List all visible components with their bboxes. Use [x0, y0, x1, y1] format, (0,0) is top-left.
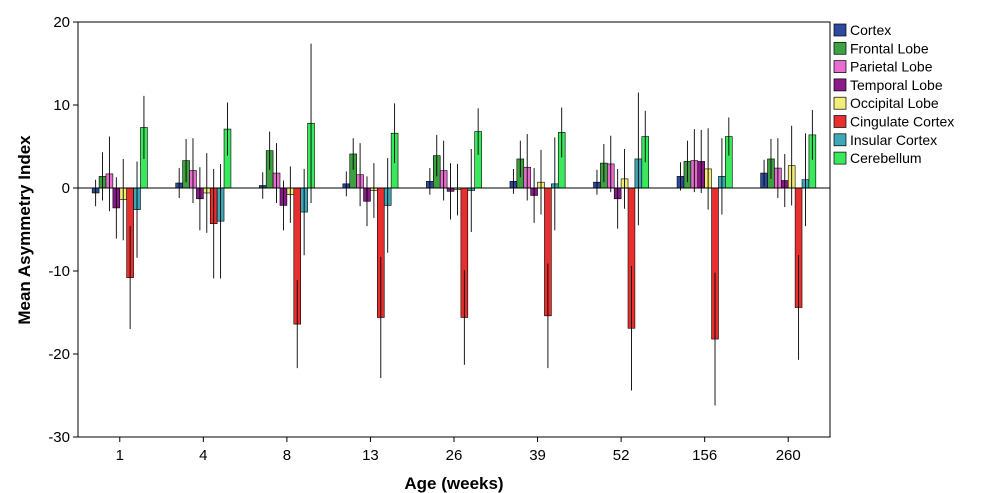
x-tick-label: 4	[199, 447, 207, 464]
legend-label: Cingulate Cortex	[850, 114, 954, 130]
y-tick-label: 20	[53, 14, 70, 31]
legend-swatch	[833, 60, 847, 73]
legend-label: Occipital Lobe	[850, 95, 939, 111]
x-tick-label: 26	[446, 447, 463, 464]
x-axis-title: Age (weeks)	[404, 474, 503, 493]
legend: Cortex Frontal Lobe Parietal Lobe Temporal …	[833, 22, 954, 166]
plot-area	[77, 21, 831, 438]
x-tick-label: 156	[692, 447, 717, 464]
x-tick-label: 260	[776, 447, 801, 464]
plot-frame	[77, 21, 831, 438]
legend-label: Cortex	[850, 22, 891, 38]
y-tick-label: 10	[53, 97, 70, 114]
legend-label: Cerebellum	[850, 150, 922, 166]
legend-swatch	[833, 78, 847, 92]
x-tick-label: 8	[283, 447, 291, 464]
legend-label: Parietal Lobe	[850, 59, 933, 75]
legend-swatch	[833, 41, 847, 55]
y-tick-label: -30	[48, 429, 70, 446]
y-tick-label: 0	[62, 180, 70, 197]
legend-label: Insular Cortex	[850, 132, 937, 148]
legend-swatch	[833, 151, 847, 165]
legend-label: Temporal Lobe	[850, 77, 943, 93]
y-tick-label: -20	[48, 346, 70, 363]
legend-swatch	[833, 23, 847, 37]
y-tick-label: -10	[48, 263, 70, 280]
legend-label: Frontal Lobe	[850, 40, 929, 56]
x-ticks: 1 4 8 13 26 39 52 156 260	[116, 437, 801, 464]
x-tick-label: 39	[529, 447, 546, 464]
y-axis-title: Mean Asymmetry Index	[15, 135, 34, 325]
legend-swatch	[833, 133, 847, 147]
x-tick-label: 13	[362, 447, 379, 464]
legend-swatch	[833, 96, 847, 110]
x-tick-label: 52	[613, 447, 630, 464]
x-tick-label: 1	[116, 447, 124, 464]
y-ticks: 20 10 0 -10 -20 -30	[48, 14, 78, 446]
legend-swatch	[833, 115, 847, 128]
